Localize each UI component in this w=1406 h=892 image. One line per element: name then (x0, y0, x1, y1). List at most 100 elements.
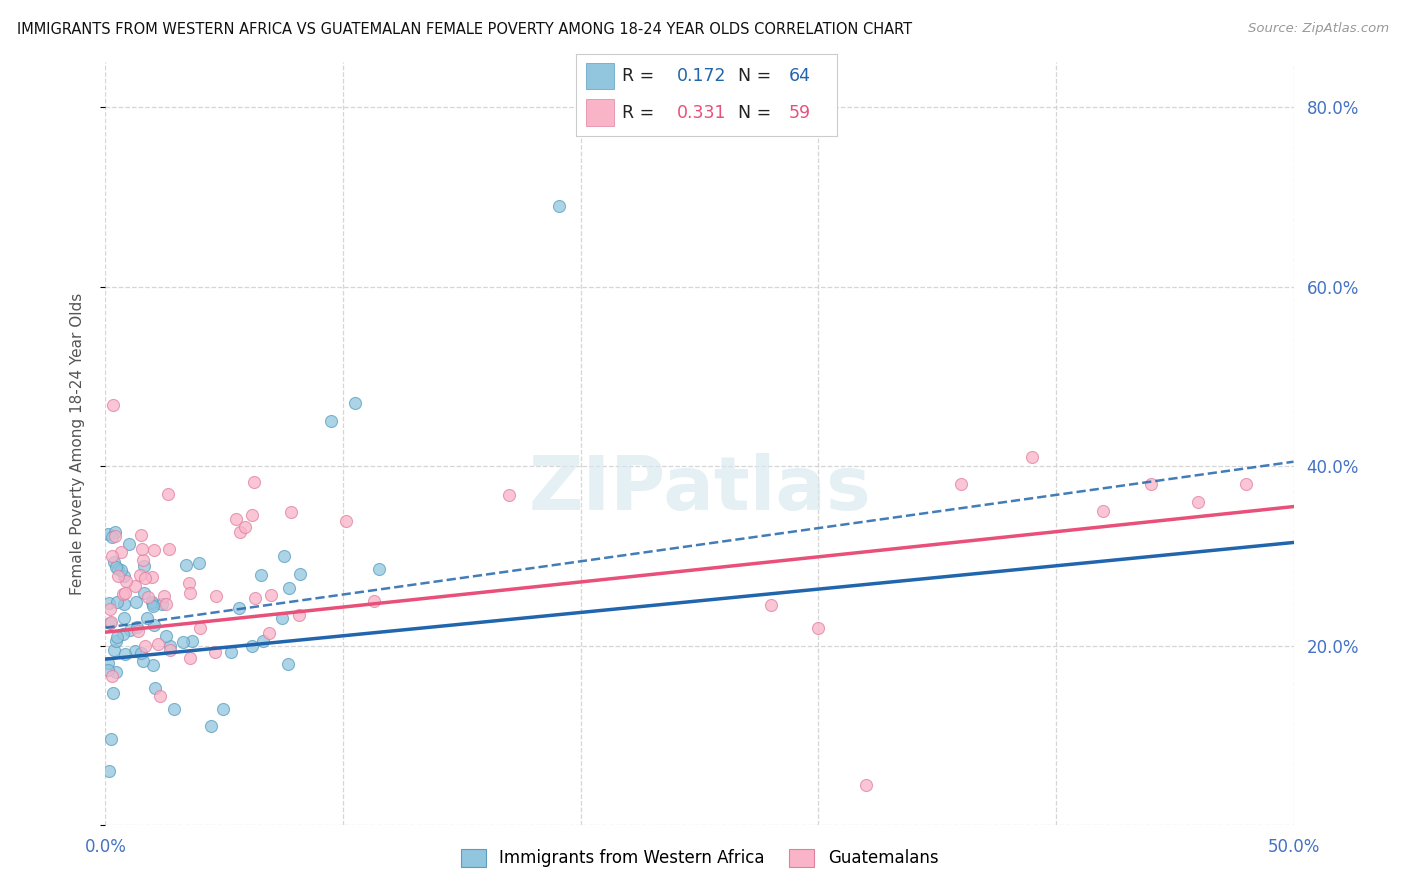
Point (112, 627, 135, 641)
Point (498, 488, 520, 502)
Point (115, 574, 138, 588)
Point (157, 542, 180, 557)
Point (142, 597, 165, 611)
Point (125, 595, 148, 609)
FancyBboxPatch shape (585, 100, 614, 126)
Point (277, 657, 299, 672)
Legend: Immigrants from Western Africa, Guatemalans: Immigrants from Western Africa, Guatemal… (454, 842, 945, 874)
Point (97, 664, 120, 678)
Point (180, 633, 202, 648)
Point (105, 595, 128, 609)
Point (157, 487, 180, 501)
Point (343, 396, 366, 410)
Text: R =: R = (621, 67, 659, 85)
Point (124, 644, 146, 658)
Point (132, 586, 155, 600)
Point (1140, 477, 1163, 491)
Point (548, 199, 571, 213)
Point (142, 599, 165, 613)
Point (172, 635, 194, 649)
Point (367, 562, 389, 576)
Point (98, 615, 121, 630)
Point (104, 529, 127, 543)
Point (155, 598, 177, 612)
Point (107, 562, 129, 576)
Point (104, 665, 127, 680)
FancyBboxPatch shape (585, 62, 614, 89)
Point (233, 520, 256, 534)
Text: N =: N = (738, 67, 776, 85)
Point (118, 623, 141, 637)
Point (252, 633, 274, 648)
Point (179, 650, 201, 665)
Text: 0.331: 0.331 (676, 103, 725, 121)
Point (132, 654, 155, 668)
Point (97, 526, 120, 541)
Point (101, 549, 124, 564)
Point (107, 569, 129, 583)
Point (136, 590, 159, 604)
Point (128, 568, 150, 582)
Point (114, 611, 136, 625)
Point (807, 621, 830, 635)
Text: 64: 64 (789, 67, 810, 85)
Point (240, 639, 263, 653)
Point (949, 477, 972, 491)
Point (112, 569, 135, 583)
Point (146, 637, 169, 651)
Point (242, 508, 264, 522)
Point (143, 681, 166, 695)
Point (100, 615, 122, 629)
Point (260, 588, 283, 602)
Point (105, 634, 128, 648)
Point (155, 629, 177, 643)
Point (200, 719, 222, 733)
Point (127, 624, 149, 638)
Point (134, 639, 156, 653)
Point (135, 610, 157, 624)
Point (127, 620, 149, 634)
Point (250, 568, 273, 582)
Point (1092, 504, 1115, 518)
Text: ZIPatlas: ZIPatlas (529, 453, 870, 526)
Point (177, 575, 200, 590)
Point (129, 647, 152, 661)
Point (159, 639, 181, 653)
Point (163, 702, 186, 716)
Point (179, 586, 201, 600)
Point (759, 599, 782, 613)
Point (98, 602, 121, 616)
Text: N =: N = (738, 103, 776, 121)
Point (855, 778, 877, 792)
Point (273, 549, 295, 563)
Point (219, 645, 242, 659)
Point (159, 642, 181, 657)
Point (98, 764, 121, 779)
Point (100, 732, 122, 747)
Point (112, 597, 135, 611)
Text: IMMIGRANTS FROM WESTERN AFRICA VS GUATEMALAN FEMALE POVERTY AMONG 18-24 YEAR OLD: IMMIGRANTS FROM WESTERN AFRICA VS GUATEM… (17, 22, 912, 37)
Point (150, 597, 173, 611)
Point (142, 658, 165, 673)
Point (104, 524, 127, 539)
Point (141, 595, 163, 609)
Point (103, 643, 125, 657)
Point (277, 581, 299, 595)
Point (114, 586, 136, 600)
Point (134, 559, 156, 574)
Point (103, 555, 125, 569)
Point (101, 398, 124, 412)
Point (101, 530, 124, 544)
Point (105, 559, 128, 574)
Point (204, 645, 226, 659)
Point (97, 656, 120, 670)
Point (205, 589, 228, 603)
Point (112, 587, 135, 601)
Text: Source: ZipAtlas.com: Source: ZipAtlas.com (1249, 22, 1389, 36)
Text: 59: 59 (789, 103, 811, 121)
Point (280, 505, 302, 519)
Point (288, 607, 311, 622)
Point (131, 541, 153, 556)
Point (153, 589, 176, 603)
Point (290, 566, 312, 581)
